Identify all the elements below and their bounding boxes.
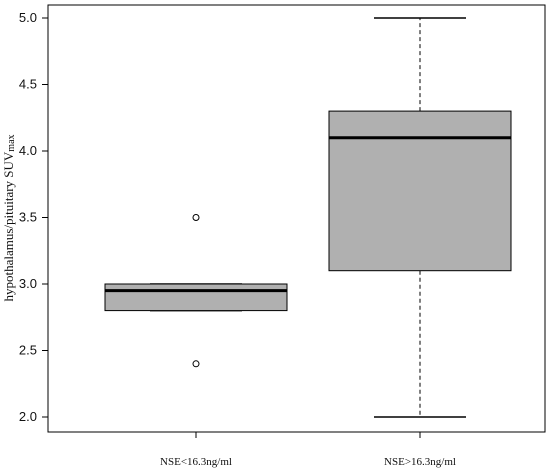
x-category-label: NSE<16.3ng/ml [160, 456, 232, 468]
x-axis: NSE<16.3ng/ml NSE>16.3ng/ml [160, 432, 456, 468]
y-axis-title-sub: max [6, 134, 17, 151]
y-tick-label: 2.5 [19, 343, 37, 358]
y-tick-label: 3.5 [19, 210, 37, 225]
iqr-box [104, 283, 288, 312]
y-tick-label: 4.5 [19, 77, 37, 92]
box-group [328, 17, 512, 418]
boxes-layer [104, 17, 512, 418]
outlier-point [192, 214, 200, 221]
y-tick-label: 5.0 [19, 10, 37, 25]
y-tick-label: 3.0 [19, 276, 37, 291]
y-axis: 2.0 2.5 3.0 3.5 4.0 4.5 5.0 [19, 5, 49, 432]
outlier-point [192, 360, 200, 368]
y-axis-title-main: hypothalamus/pituitary SUV [1, 151, 16, 301]
box-group [104, 214, 288, 368]
x-category-label: NSE>16.3ng/ml [384, 456, 456, 468]
y-tick-label: 2.0 [19, 409, 37, 424]
y-axis-title: hypothalamus/pituitary SUVmax [1, 134, 17, 301]
iqr-box [328, 110, 512, 272]
y-tick-label: 4.0 [19, 143, 37, 158]
